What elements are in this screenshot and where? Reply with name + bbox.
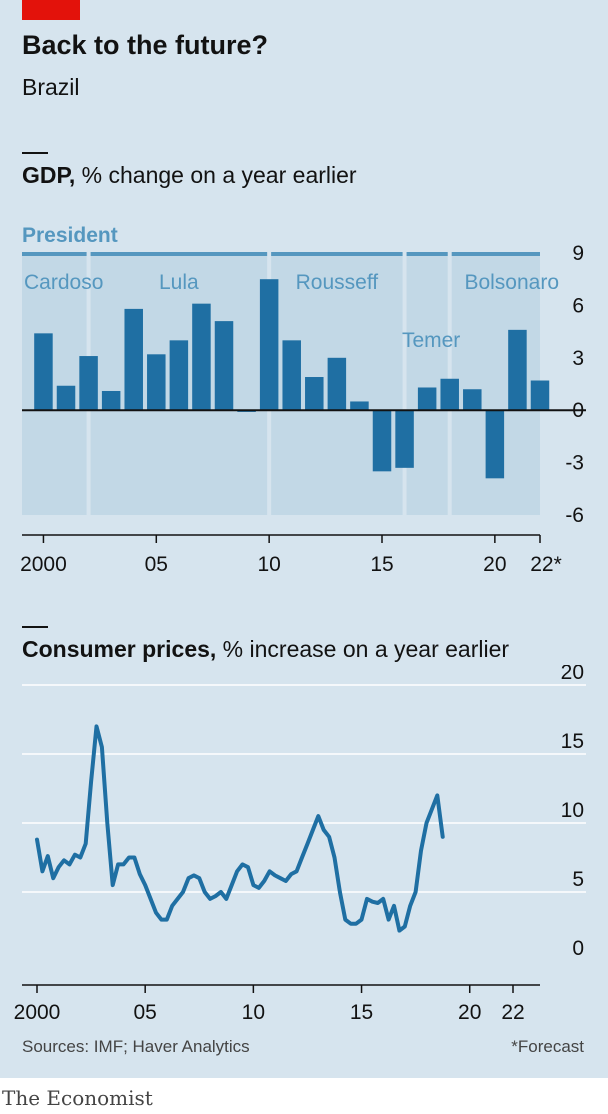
gdp-xtick-label: 22* — [530, 553, 562, 576]
cpi-xtick-label: 15 — [350, 1001, 373, 1024]
gdp-bar-2018 — [440, 378, 459, 411]
gdp-xtick-label: 15 — [370, 553, 393, 576]
gdp-xtick-label: 10 — [257, 553, 280, 576]
cpi-series-line — [35, 724, 445, 933]
cpi-ytick-label: 15 — [561, 730, 584, 753]
cpi-title-bold: Consumer prices, — [22, 636, 217, 662]
president-bar-cardoso — [22, 252, 87, 256]
president-name-lula: Lula — [159, 271, 199, 294]
gdp-ytick-label: 3 — [572, 347, 584, 370]
cpi-xtick-label: 10 — [242, 1001, 265, 1024]
president-bar-rousseff — [271, 252, 403, 256]
cpi-ytick-label: 20 — [561, 665, 584, 684]
page-subtitle: Brazil — [22, 74, 80, 100]
cpi-rule — [22, 626, 48, 628]
gdp-bar-2006 — [169, 340, 189, 411]
gdp-bar-2020 — [485, 410, 505, 479]
gdp-bar-2002 — [79, 356, 98, 411]
chart-panel — [0, 0, 608, 1078]
cpi-xtick-label: 22 — [501, 1001, 524, 1024]
gdp-chart-title: GDP, % change on a year earlier — [22, 162, 357, 189]
cpi-chart-title: Consumer prices, % increase on a year ea… — [22, 636, 509, 663]
gdp-bar-2015 — [372, 410, 392, 472]
gdp-bar-2017 — [417, 387, 437, 411]
gdp-bar-2019 — [463, 389, 482, 411]
gdp-bar-2000 — [34, 333, 53, 411]
gdp-bar-2005 — [147, 354, 166, 411]
gdp-bar-2022 — [530, 380, 550, 411]
gdp-ytick-label: 6 — [572, 294, 584, 317]
economist-logo: The Economist — [2, 1086, 153, 1110]
gdp-title-rest: % change on a year earlier — [75, 162, 357, 188]
page-title: Back to the future? — [22, 30, 269, 60]
gdp-bar-2014 — [350, 401, 369, 411]
gdp-bar-2008 — [214, 321, 234, 411]
gdp-bar-2012 — [305, 377, 324, 411]
cpi-ytick-label: 5 — [572, 868, 584, 891]
gdp-bar-2011 — [282, 340, 301, 411]
cpi-ytick-label: 0 — [572, 937, 584, 960]
gdp-ytick-label: -3 — [565, 452, 584, 475]
brand-tag — [22, 0, 80, 20]
cpi-line-chart: 20 15 10 5 0 2000 05 10 15 20 22 — [14, 665, 586, 1024]
president-name-temer: Temer — [402, 329, 460, 352]
president-name-bolsonaro: Bolsonaro — [464, 271, 559, 294]
gdp-rule — [22, 152, 48, 154]
presidents-label: President — [22, 224, 118, 247]
gdp-xtick-label: 20 — [483, 553, 506, 576]
gdp-bar-2004 — [124, 308, 143, 411]
gdp-bar-2003 — [101, 390, 121, 411]
gdp-xtick-label: 2000 — [20, 553, 67, 576]
cpi-title-rest: % increase on a year earlier — [216, 636, 510, 662]
gdp-bar-2007 — [192, 303, 211, 411]
president-bar-temer — [406, 252, 448, 256]
gdp-bar-chart: President Cardoso Lula Rousseff Temer Bolsona… — [20, 224, 586, 576]
president-name-cardoso: Cardoso — [24, 271, 103, 294]
gdp-title-bold: GDP, — [22, 162, 76, 188]
gdp-bar-2001 — [56, 385, 76, 411]
president-name-rousseff: Rousseff — [296, 271, 379, 294]
gdp-bar-2010 — [259, 279, 279, 411]
president-bar-lula — [90, 252, 268, 256]
gdp-bar-2016 — [395, 410, 414, 468]
gdp-xtick-label: 05 — [145, 553, 168, 576]
president-bar-bolsonaro — [451, 252, 540, 256]
sources-note: Sources: IMF; Haver Analytics — [22, 1037, 250, 1056]
gdp-bar-2013 — [327, 357, 347, 411]
forecast-note: *Forecast — [511, 1037, 584, 1056]
gdp-ytick-label: 9 — [572, 242, 584, 265]
cpi-xtick-label: 05 — [134, 1001, 157, 1024]
gdp-bar-2021 — [508, 329, 527, 411]
president-band-cardoso — [22, 253, 87, 515]
cpi-xtick-label: 2000 — [14, 1001, 61, 1024]
cpi-xtick-label: 20 — [458, 1001, 481, 1024]
cpi-ytick-label: 10 — [561, 799, 584, 822]
gdp-ytick-label: -6 — [565, 504, 584, 527]
